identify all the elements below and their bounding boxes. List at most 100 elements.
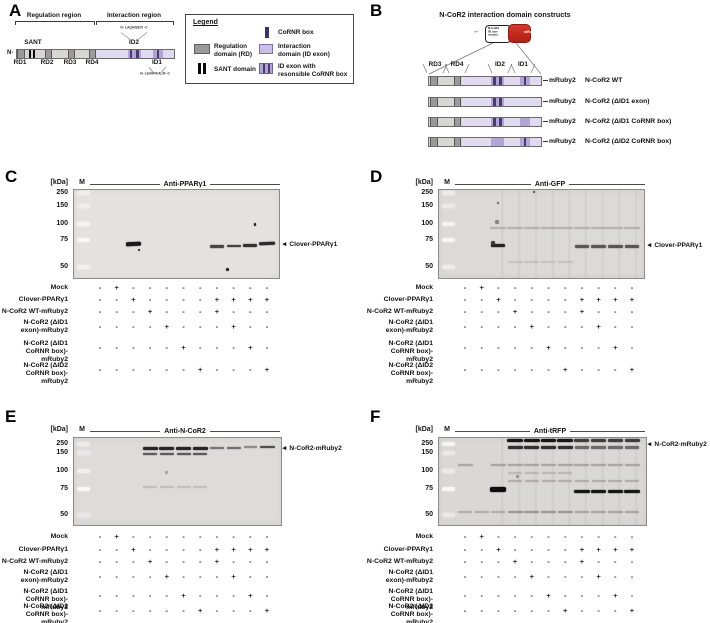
construct-name: N-CoR2 (ΔID2 CoRNR box) [585,137,672,145]
loading-row-label: Mock [50,532,68,540]
lane-value: - [630,590,634,600]
band-arrow-label: ◄ Clover-PPARγ1 [281,241,337,248]
blot-band [490,487,507,492]
blot-band [193,452,208,455]
blot-band [574,489,590,494]
lane-value: - [597,605,600,615]
lane-value: + [529,321,534,331]
band-arrow-icon: ◄ [281,240,290,248]
lane-value: + [629,544,635,554]
lane-value: + [147,306,153,316]
marker-lane-label: M [79,179,85,186]
lane-value: + [264,294,270,304]
lane-value: - [563,306,567,316]
lane-value: - [132,342,135,352]
lane-value: - [148,282,152,292]
blot-band [490,464,506,466]
loading-row-label: Clover-PPARγ1 [18,545,68,553]
panel-a-callout-lines [120,32,167,73]
construct-name: N-CoR2 (ΔID1 CoRNR box) [585,117,672,125]
blot-band [624,464,640,466]
lane-value: - [530,556,534,566]
id1-exon-block [153,50,163,58]
western-panel-F: F [kDa] M Anti-tRFP 250 150 100 75 50 ◄ N-CoR2-mR… [365,406,710,623]
loading-row-label: Clover-PPARγ1 [383,295,433,303]
lane-value: - [580,342,584,352]
construct-list: mRuby2 N-CoR2 WT mRuby2 N-CoR2 (ΔID1 exon) m… [365,0,710,166]
rd4-label: RD4 [85,59,99,66]
blot-artifact-spot [164,470,168,474]
blot-band [491,244,506,247]
blot-artifact-spot [225,267,229,271]
header-line-left [90,430,161,432]
lane-value: - [497,306,500,316]
western-panel-D: D [kDa] M Anti-GFP 250 150 100 75 50 ◄ Clover-PPA… [365,166,710,406]
lane-value: - [265,531,269,541]
blot-band [557,438,573,443]
sant-bar-1 [28,50,31,58]
construct-tag-label: mRuby2 [549,76,576,84]
rd3-block [68,50,75,58]
loading-row-label: N-CoR2 WT-mRuby2 [1,557,68,565]
lane-value: - [215,531,219,541]
antibody-label: Anti-GFP [534,180,566,188]
lane-value: - [480,294,483,304]
lane-value: - [597,590,600,600]
lane-value: - [132,306,135,316]
id2-sequence-callout: N- LAQHISEVI -C [84,26,184,33]
lane-value: - [165,306,169,316]
lane-value: - [480,364,483,374]
blot-band [590,227,607,229]
blot-band [524,446,540,449]
lane-value: - [614,531,617,541]
blot-band [209,446,224,450]
lane-value: - [614,306,617,316]
lane-value: - [165,294,169,304]
blot-artifact-spot [515,474,519,478]
lane-value: - [614,364,617,374]
blot-band [243,446,257,448]
marker-label-250kda: 250 [56,440,68,447]
blot-band [507,438,523,443]
lane-value: - [115,571,118,581]
sant-label: SANT [24,39,42,46]
antibody-header: Anti-GFP [455,180,646,189]
blot-band [624,227,640,229]
ladder-band-250kda [441,190,455,196]
band-arrow-label: ◄ N-CoR2-mRuby2 [281,445,342,452]
left-arrow-icon: ← [473,28,480,35]
lane-value: - [132,571,135,581]
lane-value: - [249,364,252,374]
blot-artifact-spot [495,220,499,224]
lane-value: - [497,364,500,374]
blot-band [226,446,241,449]
sant-domain-swatch-2 [203,63,206,74]
lane-value: - [148,605,152,615]
ladder-band-100kda [441,468,455,474]
lane-value: - [630,306,634,316]
legend-box: Legend CoRNR box Regulation domain (RD) … [185,14,354,84]
blot-band [608,480,623,482]
antibody-label: Anti-N-CoR2 [164,427,206,435]
loading-row-label: Clover-PPARγ1 [18,295,68,303]
legend-sant-label: SANT domain [214,66,256,73]
lane-value: - [563,556,567,566]
blot-band [524,480,539,482]
lane-value: - [232,282,235,292]
lane-value: - [547,571,550,581]
rd4-block [89,50,96,58]
loading-row-label: N-CoR2 (ΔID1 CoRNR box)-mRuby2 [388,587,433,612]
lane-value: - [98,364,102,374]
lane-value: - [115,605,118,615]
lane-value: - [215,321,219,331]
blot-image-C [73,189,280,279]
ladder-band-100kda [76,468,90,474]
lane-value: - [215,590,219,600]
blot-band [159,452,174,455]
ladder-band-75kda [441,486,455,492]
id2-cornr-stripe-1 [129,50,132,58]
lane-value: + [512,556,518,566]
legend-interaction-label: Interaction domain (ID exon) [278,43,330,58]
band-arrow-label: ◄ N-CoR2-mRuby2 [646,441,707,448]
lane-value: - [198,342,202,352]
